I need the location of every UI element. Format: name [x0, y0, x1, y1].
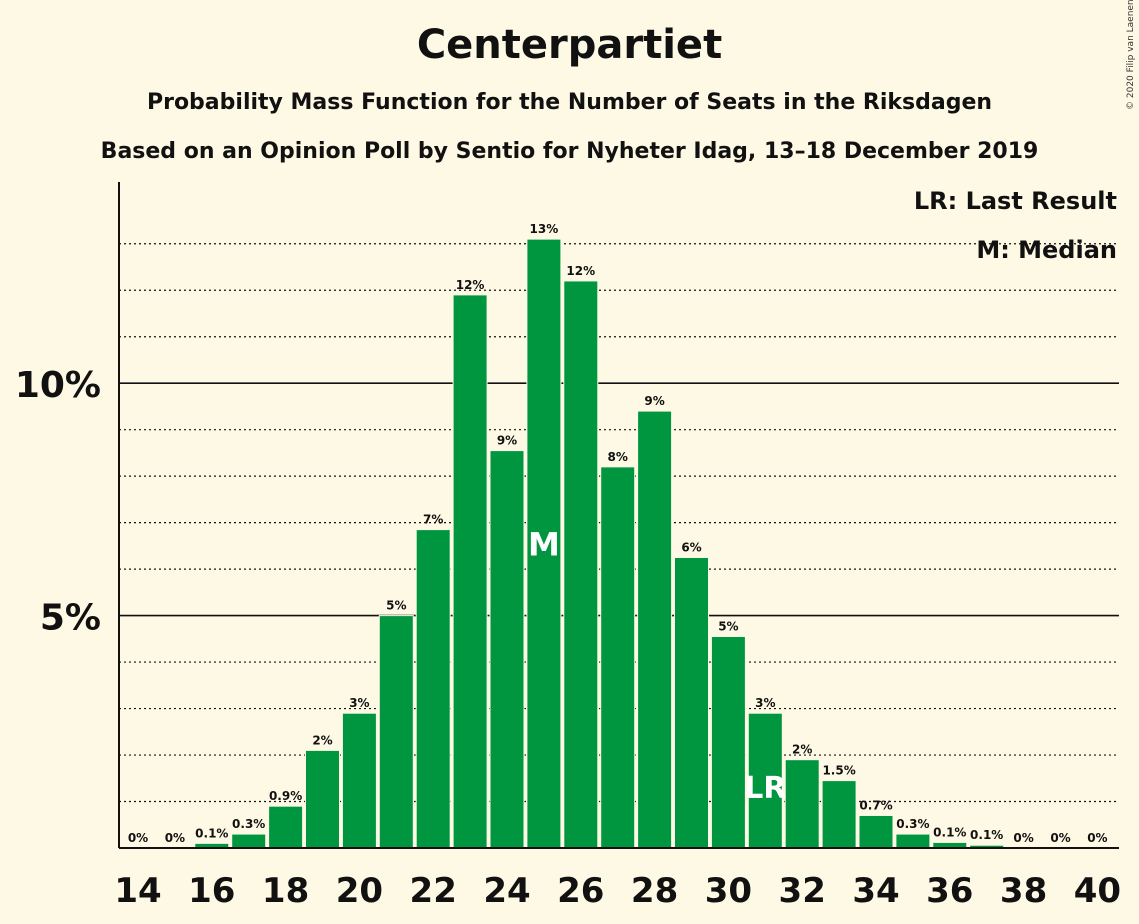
bar-seat-22: [415, 529, 451, 849]
bar-label: 7%: [423, 513, 443, 527]
bar-label: 8%: [608, 450, 628, 464]
bar-label: 0.9%: [269, 789, 302, 803]
x-tick-label: 24: [483, 871, 530, 911]
bar-seat-26: [563, 280, 599, 849]
legend: LR: Last Result M: Median: [914, 187, 1117, 264]
x-tick-label: 22: [410, 871, 457, 911]
bar-labels: 0% 0% 0.1% 0.3% 0.9% 2% 3% 5% 7% 12% 9% 13% 12% 8% 9% 6…: [128, 222, 1108, 845]
last-result-marker: LR: [744, 771, 786, 806]
bar-seat-35: [895, 833, 931, 849]
bar-seat-27: [600, 466, 636, 849]
bar-seat-30: [710, 636, 746, 849]
legend-median: M: Median: [976, 236, 1117, 264]
bar-label: 0.1%: [195, 826, 228, 840]
bar-label: 3%: [349, 696, 369, 710]
bar-label: 5%: [718, 620, 738, 634]
bar-seat-19: [305, 749, 340, 849]
x-tick-label: 26: [557, 871, 604, 911]
bar-label: 0%: [1087, 831, 1107, 845]
x-tick-label: 14: [114, 871, 161, 911]
chart-title: Centerpartiet: [416, 22, 723, 68]
y-tick-label: 5%: [40, 598, 101, 639]
bar-label: 0%: [1050, 831, 1070, 845]
bar-label: 13%: [530, 222, 559, 236]
bar-seat-32: [784, 759, 820, 849]
bar-label: 6%: [681, 541, 701, 555]
bar-label: 0%: [165, 831, 185, 845]
x-tick-label: 30: [705, 871, 752, 911]
bar-label: 0.3%: [896, 817, 929, 831]
bar-seat-23: [452, 294, 488, 849]
y-tick-label: 10%: [15, 365, 101, 406]
bar-seat-29: [674, 557, 709, 849]
bar-seat-18: [268, 805, 304, 849]
bar-seat-17: [231, 833, 267, 849]
bar-seat-20: [341, 712, 377, 849]
bar-seat-28: [637, 410, 673, 849]
x-tick-label: 28: [631, 871, 678, 911]
bar-seat-34: [858, 814, 894, 849]
bar-label: 2%: [312, 733, 332, 747]
bar-seat-21: [378, 615, 414, 849]
median-marker: M: [528, 526, 560, 564]
bar-label: 5%: [386, 599, 406, 613]
bar-label: 1.5%: [822, 764, 855, 778]
bar-label: 0.7%: [859, 798, 892, 812]
bar-seat-33: [821, 780, 857, 849]
x-tick-label: 18: [262, 871, 309, 911]
bar-label: 0.3%: [232, 817, 265, 831]
bar-label: 0.1%: [970, 828, 1003, 842]
x-tick-label: 34: [852, 871, 899, 911]
x-tick-label: 38: [1000, 871, 1047, 911]
bar-label: 9%: [497, 434, 517, 448]
bars: [194, 238, 1005, 849]
bar-seat-25: [526, 238, 562, 849]
x-tick-label: 36: [926, 871, 973, 911]
x-tick-label: 40: [1074, 871, 1121, 911]
chart-subtitle-source: Based on an Opinion Poll by Sentio for N…: [100, 139, 1039, 164]
axes: 5% 10% 14 16 18 20 22 24 26 28 30 32 34 36 38 40: [15, 182, 1121, 911]
x-tick-label: 20: [336, 871, 383, 911]
x-tick-label: 16: [188, 871, 235, 911]
bar-label: 0.1%: [933, 825, 966, 839]
bar-label: 12%: [566, 264, 595, 278]
bar-seat-31: [747, 712, 783, 849]
bar-label: 0%: [1013, 831, 1033, 845]
bar-label: 12%: [456, 278, 485, 292]
bar-label: 3%: [755, 696, 775, 710]
chart-subtitle: Probability Mass Function for the Number…: [146, 90, 993, 115]
bar-label: 2%: [792, 743, 812, 757]
bar-seat-24: [489, 450, 525, 849]
bar-label: 9%: [644, 394, 664, 408]
markers: M LR: [528, 526, 786, 806]
x-tick-label: 32: [779, 871, 826, 911]
legend-last-result: LR: Last Result: [914, 187, 1117, 215]
bar-label: 0%: [128, 831, 148, 845]
